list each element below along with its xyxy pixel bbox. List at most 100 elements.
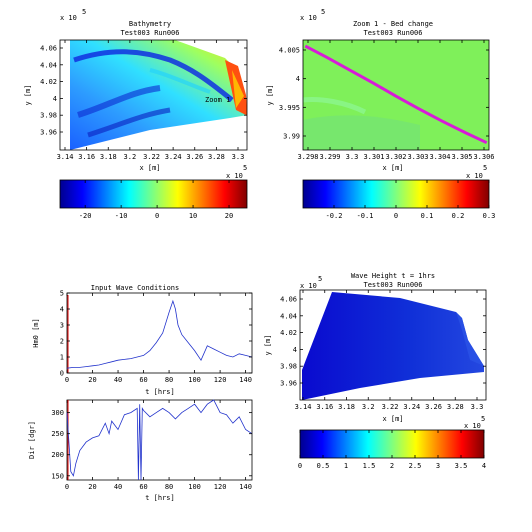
bathymetry-yexp-base: x 10: [60, 14, 77, 22]
bathymetry-ylabel: y [m]: [24, 84, 32, 105]
bathymetry-xtick-label: 3.26: [186, 153, 203, 161]
hm0-ylabel: Hm0 [m]: [32, 318, 40, 348]
bathymetry-colorbar-tick-label: 0: [155, 212, 159, 220]
bathymetry-xlabel: x [m]: [139, 164, 160, 172]
wave-conditions-panel: Input Wave Conditions 0 20 40 60 80 100 120 140…: [28, 284, 253, 502]
waveheight-ytick-label: 3.96: [280, 380, 297, 388]
hm0-ytick-label: 2: [60, 338, 64, 346]
waveheight-colorbar-ticks: 0 0.5 1 1.5 2 2.5 3 3.5 4: [298, 430, 486, 470]
bedchange-colorbar-tick-label: 0.1: [421, 212, 434, 220]
dir-xtick-label: 0: [65, 483, 69, 491]
hm0-ytick-label: 0: [60, 370, 64, 378]
bedchange-xtick-label: 3.301: [363, 153, 384, 161]
wave-conditions-title: Input Wave Conditions: [91, 284, 180, 292]
waveheight-xtick-label: 3.2: [362, 403, 375, 411]
dir-series: [66, 399, 253, 481]
bedchange-yexp: 5: [321, 8, 325, 16]
hm0-xtick-label: 20: [88, 376, 96, 384]
bathymetry-xexp-base: x 10: [226, 172, 243, 180]
dir-xtick-label: 60: [139, 483, 147, 491]
bedchange-colorbar-tick-label: 0.2: [452, 212, 465, 220]
bedchange-xtick-label: 3.303: [407, 153, 428, 161]
waveheight-yexp: 5: [318, 275, 322, 283]
bathymetry-ytick-label: 4.04: [40, 61, 57, 69]
waveheight-xtick-label: 3.26: [425, 403, 442, 411]
bed-change-line: [304, 44, 488, 145]
dir-yticks: 300 250 200 150: [51, 409, 252, 480]
bathymetry-map: [60, 40, 247, 150]
waveheight-colorbar-tick-label: 2: [390, 462, 394, 470]
bedchange-xtick-label: 3.304: [429, 153, 450, 161]
waveheight-colorbar-tick-label: 0: [298, 462, 302, 470]
dir-xtick-label: 140: [239, 483, 252, 491]
waveheight-colorbar-tick-label: 0.5: [317, 462, 330, 470]
waveheight-ytick-label: 4: [293, 346, 297, 354]
bedchange-colorbar-tick-label: -0.1: [357, 212, 374, 220]
dir-xticks: 0 20 40 60 80 100 120 140: [65, 400, 252, 491]
bedchange-ytick-label: 3.99: [283, 133, 300, 141]
hm0-xtick-label: 80: [165, 376, 173, 384]
waveheight-yexp-base: x 10: [300, 282, 317, 290]
bedchange-xtick-label: 3.299: [319, 153, 340, 161]
waveheight-xtick-label: 3.18: [338, 403, 355, 411]
dir-ytick-label: 150: [51, 472, 64, 480]
bathymetry-colorbar-ticks: -20 -10 0 10 20: [79, 180, 233, 220]
bedchange-colorbar-tick-label: -0.2: [326, 212, 343, 220]
waveheight-ytick-label: 4.02: [280, 329, 297, 337]
waveheight-map: [300, 290, 486, 400]
hm0-ytick-label: 3: [60, 322, 64, 330]
dir-xtick-label: 80: [165, 483, 173, 491]
dir-ytick-label: 300: [51, 409, 64, 417]
bathymetry-xtick-label: 3.24: [165, 153, 182, 161]
hm0-ytick-label: 5: [60, 290, 64, 298]
waveheight-xexp: 5: [481, 415, 485, 423]
dir-xtick-label: 100: [188, 483, 201, 491]
bedchange-colorbar: [302, 179, 490, 209]
bedchange-xticks: 3.298 3.299 3.3 3.301 3.302 3.303 3.304 3.305 3.…: [297, 40, 495, 161]
waveheight-colorbar: [299, 429, 485, 459]
dir-axes: [66, 399, 253, 481]
dir-xtick-label: 20: [88, 483, 96, 491]
bathymetry-title: Bathymetry: [129, 20, 171, 28]
bedchange-yexp-base: x 10: [300, 14, 317, 22]
bathymetry-yexp: 5: [82, 8, 86, 16]
bathymetry-xtick-label: 3.3: [232, 153, 245, 161]
waveheight-ytick-label: 4.06: [280, 296, 297, 304]
bedchange-xtick-label: 3.298: [297, 153, 318, 161]
bathymetry-ytick-label: 3.98: [40, 112, 57, 120]
waveheight-xtick-label: 3.22: [382, 403, 399, 411]
hm0-ytick-label: 4: [60, 306, 64, 314]
bedchange-ytick-label: 4.005: [279, 47, 300, 55]
bathymetry-xexp: 5: [243, 164, 247, 172]
hm0-xtick-label: 40: [114, 376, 122, 384]
hm0-xtick-label: 140: [239, 376, 252, 384]
bathymetry-xtick-label: 3.2: [124, 153, 137, 161]
zoom-annotation: Zoom 1: [205, 96, 230, 104]
hm0-xticks: 0 20 40 60 80 100 120 140: [65, 293, 252, 384]
dir-ylabel: Dir [dgr]: [28, 421, 36, 459]
bathymetry-channel: [73, 49, 234, 102]
bedchange-xexp: 5: [483, 164, 487, 172]
hm0-xtick-label: 120: [214, 376, 227, 384]
waveheight-colorbar-tick-label: 4: [482, 462, 486, 470]
bedchange-ylabel: y [m]: [266, 84, 274, 105]
bathymetry-colorbar-tick-label: -20: [79, 212, 92, 220]
hm0-series: [66, 299, 253, 369]
bathymetry-xtick-label: 3.16: [78, 153, 95, 161]
waveheight-xtick-label: 3.14: [295, 403, 312, 411]
bathymetry-xtick-label: 3.22: [143, 153, 160, 161]
hm0-yticks: 5 4 3 2 1 0: [60, 290, 252, 378]
bedchange-title: Zoom 1 - Bed change: [353, 20, 433, 28]
hm0-xtick-label: 100: [188, 376, 201, 384]
waveheight-field: [302, 292, 484, 400]
hm0-xtick-label: 0: [65, 376, 69, 384]
bathymetry-xtick-label: 3.14: [57, 153, 74, 161]
bathymetry-ytick-label: 4: [53, 95, 57, 103]
dir-ytick-label: 200: [51, 451, 64, 459]
waveheight-axes: [299, 289, 487, 401]
bedchange-ytick-label: 4: [296, 75, 300, 83]
bedchange-colorbar-tick-label: 0.3: [483, 212, 496, 220]
bathymetry-colorbar-tick-label: -10: [115, 212, 128, 220]
bedchange-xexp-base: x 10: [466, 172, 483, 180]
